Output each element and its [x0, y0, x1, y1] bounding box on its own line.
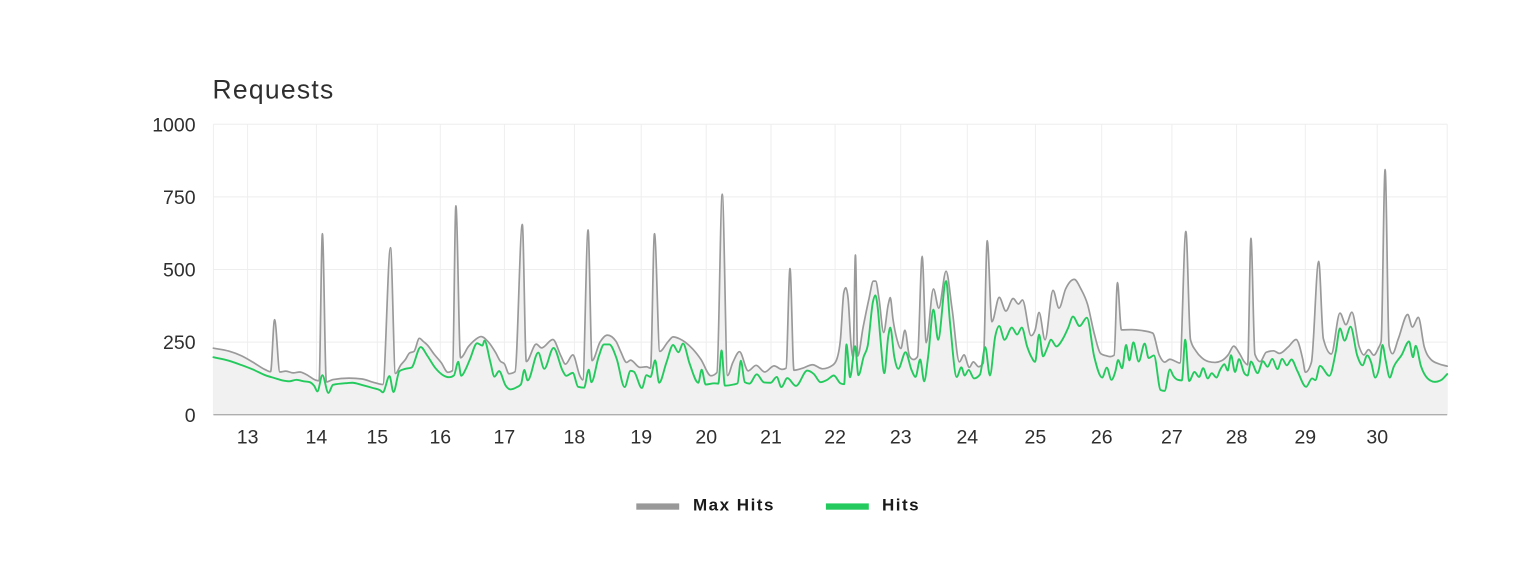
svg-text:Requests: Requests — [213, 74, 335, 104]
svg-text:24: 24 — [956, 426, 978, 448]
svg-text:750: 750 — [163, 187, 196, 209]
svg-text:18: 18 — [564, 426, 586, 448]
svg-text:15: 15 — [366, 426, 388, 448]
svg-text:28: 28 — [1226, 426, 1248, 448]
svg-text:19: 19 — [630, 426, 652, 448]
svg-text:500: 500 — [163, 260, 196, 282]
svg-text:21: 21 — [760, 426, 782, 448]
svg-text:14: 14 — [306, 426, 328, 448]
svg-text:Hits: Hits — [882, 496, 920, 515]
svg-text:17: 17 — [494, 426, 516, 448]
svg-text:27: 27 — [1161, 426, 1183, 448]
svg-text:Max Hits: Max Hits — [693, 496, 775, 515]
svg-text:20: 20 — [695, 426, 717, 448]
svg-text:29: 29 — [1294, 426, 1316, 448]
svg-text:13: 13 — [237, 426, 259, 448]
svg-text:16: 16 — [429, 426, 451, 448]
svg-text:23: 23 — [890, 426, 912, 448]
svg-text:22: 22 — [824, 426, 846, 448]
svg-text:250: 250 — [163, 332, 196, 354]
svg-text:30: 30 — [1366, 426, 1388, 448]
svg-text:25: 25 — [1025, 426, 1047, 448]
svg-text:1000: 1000 — [152, 114, 196, 136]
svg-text:0: 0 — [185, 405, 196, 427]
svg-text:26: 26 — [1091, 426, 1113, 448]
